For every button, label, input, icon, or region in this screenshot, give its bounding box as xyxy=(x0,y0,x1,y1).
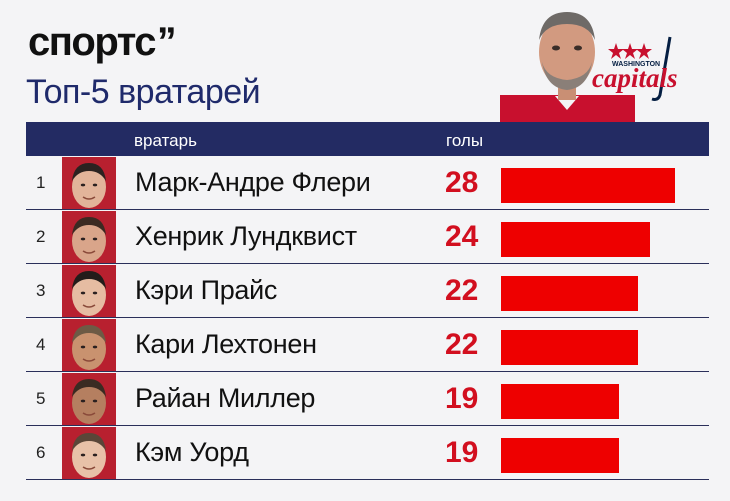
goals-value: 24 xyxy=(445,220,479,253)
player-rank: 6 xyxy=(36,443,46,462)
player-name: Кари Лехтонен xyxy=(135,329,317,359)
goals-value: 22 xyxy=(445,328,479,361)
goals-bar xyxy=(501,330,638,365)
player-rank: 5 xyxy=(36,389,46,408)
player-photo xyxy=(62,265,116,317)
player-name: Кэри Прайс xyxy=(135,275,278,305)
team-logo-city: WASHINGTON xyxy=(612,61,660,68)
brand-logo-mark: ’’ xyxy=(157,20,176,64)
column-header-goals: голы xyxy=(446,131,484,150)
player-rank: 1 xyxy=(36,173,46,192)
goals-value: 19 xyxy=(445,382,479,415)
goals-bar xyxy=(501,276,638,311)
player-photo xyxy=(62,157,116,209)
player-name: Кэм Уорд xyxy=(135,437,249,467)
featured-player-photo xyxy=(500,0,635,122)
goals-bar xyxy=(501,384,619,419)
player-photo xyxy=(62,211,116,263)
goals-bar xyxy=(501,168,675,203)
table-row: 6 Кэм Уорд 19 xyxy=(26,426,709,480)
goals-value: 22 xyxy=(445,274,479,307)
team-logo: WASHINGTON capitals xyxy=(590,35,710,105)
player-photo xyxy=(62,427,116,479)
table-row: 5 Райан Миллер 19 xyxy=(26,372,709,426)
player-name: Хенрик Лундквист xyxy=(135,221,357,251)
player-rank: 3 xyxy=(36,281,46,300)
team-logo-name: capitals xyxy=(592,63,678,93)
table-row: 3 Кэри Прайс 22 xyxy=(26,264,709,318)
chart-title: Топ-5 вратарей xyxy=(26,73,261,111)
table-row: 1 Марк-Андре Флери 28 xyxy=(26,156,709,210)
player-name: Райан Миллер xyxy=(135,383,316,413)
player-rank: 4 xyxy=(36,335,46,354)
player-rows: 1 Марк-Андре Флери 28 2 Хенрик Лундквист 24 3 К… xyxy=(26,156,709,480)
brand-logo: спортс’’ xyxy=(28,20,176,64)
brand-logo-text: спортс xyxy=(28,20,157,64)
goals-bar xyxy=(501,222,650,257)
table-row: 4 Кари Лехтонен 22 xyxy=(26,318,709,372)
table-row: 2 Хенрик Лундквист 24 xyxy=(26,210,709,264)
goals-value: 19 xyxy=(445,436,479,469)
goals-value: 28 xyxy=(445,166,479,199)
player-rank: 2 xyxy=(36,227,46,246)
player-name: Марк-Андре Флери xyxy=(135,167,371,197)
player-photo xyxy=(62,319,116,371)
player-photo xyxy=(62,373,116,425)
column-header-player: вратарь xyxy=(134,131,197,150)
table-header: вратарь голы xyxy=(26,122,709,156)
goals-bar xyxy=(501,438,619,473)
